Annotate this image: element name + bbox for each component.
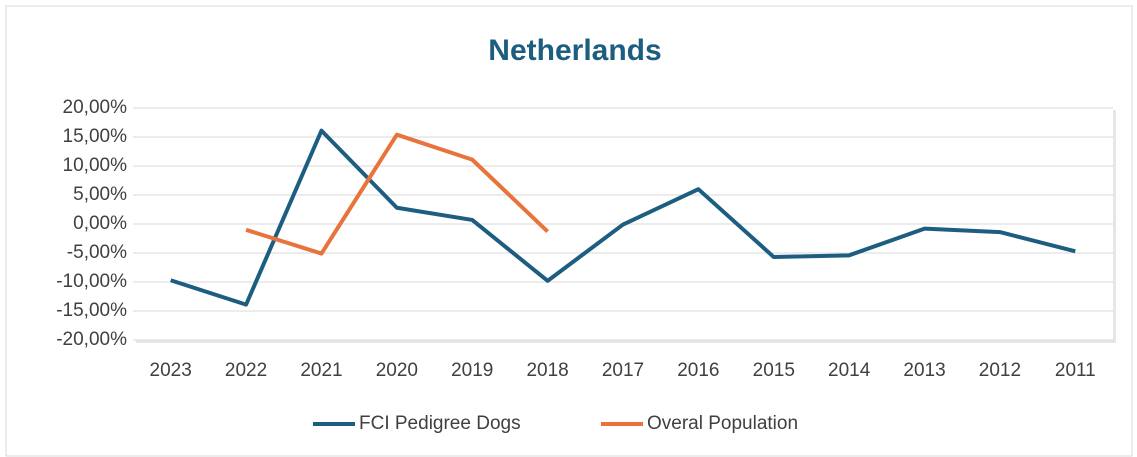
y-tick-label: -5,00% [67, 242, 127, 263]
x-tick-label: 2016 [677, 360, 719, 381]
x-tick-label: 2015 [753, 360, 795, 381]
x-tick-label: 2019 [451, 360, 493, 381]
y-tick-label: 10,00% [63, 155, 128, 176]
series-line [245, 132, 549, 256]
x-tick-label: 2021 [300, 360, 342, 381]
y-tick-label: 15,00% [63, 126, 128, 147]
x-tick-label: 2011 [1055, 360, 1096, 381]
x-tick-label: 2018 [526, 360, 568, 381]
series-line [170, 128, 1076, 307]
y-tick-label: -20,00% [56, 329, 127, 350]
x-tick-label: 2013 [903, 360, 945, 381]
chart-title: Netherlands [488, 34, 661, 67]
y-tick-label: 5,00% [73, 184, 127, 205]
x-tick-label: 2020 [376, 360, 418, 381]
y-tick-label: 20,00% [63, 97, 128, 118]
x-tick-label: 2022 [225, 360, 267, 381]
y-tick-label: 0,00% [73, 213, 127, 234]
legend-label: Overal Population [647, 413, 798, 434]
x-tick-label: 2014 [828, 360, 871, 381]
x-tick-label: 2023 [150, 360, 192, 381]
x-tick-label: 2012 [979, 360, 1021, 381]
legend-label: FCI Pedigree Dogs [359, 413, 521, 434]
y-tick-label: -10,00% [56, 271, 127, 292]
y-tick-label: -15,00% [56, 300, 127, 321]
x-tick-label: 2017 [602, 360, 644, 381]
